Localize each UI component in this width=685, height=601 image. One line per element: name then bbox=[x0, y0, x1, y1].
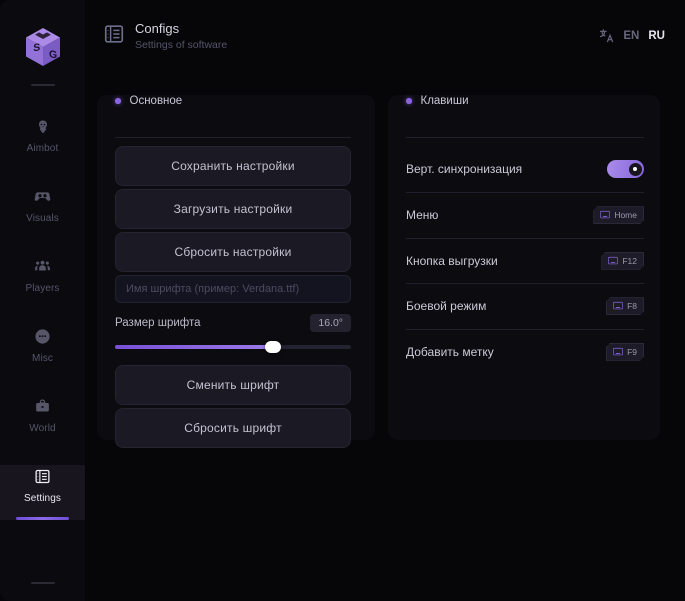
svg-text:S: S bbox=[33, 41, 40, 54]
svg-text:G: G bbox=[49, 48, 57, 61]
